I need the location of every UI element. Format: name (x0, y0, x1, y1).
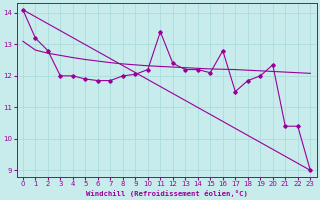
X-axis label: Windchill (Refroidissement éolien,°C): Windchill (Refroidissement éolien,°C) (86, 190, 248, 197)
